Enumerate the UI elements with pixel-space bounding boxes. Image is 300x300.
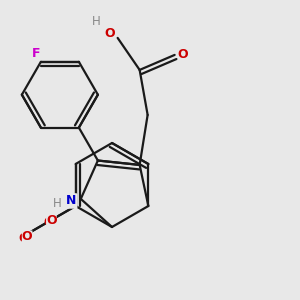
Text: O: O (43, 217, 54, 230)
Text: O: O (104, 27, 115, 40)
Text: O: O (22, 230, 32, 244)
Text: O: O (177, 48, 188, 62)
Text: O: O (19, 232, 29, 245)
Text: O: O (46, 214, 57, 226)
Text: F: F (32, 46, 40, 60)
Text: H: H (92, 15, 101, 28)
Text: H: H (53, 197, 62, 210)
Text: N: N (66, 194, 76, 208)
